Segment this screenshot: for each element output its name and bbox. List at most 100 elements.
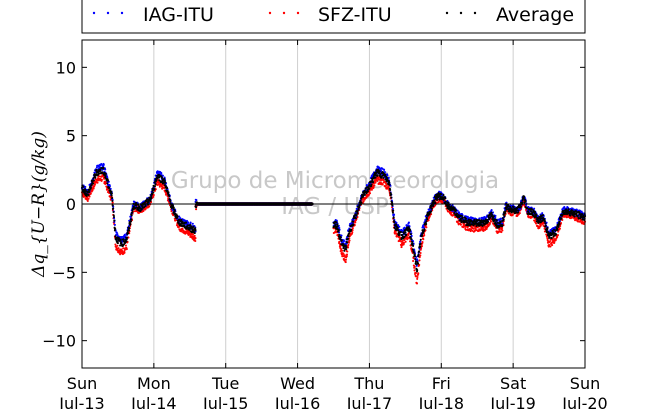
data-point	[128, 227, 131, 230]
data-point	[94, 176, 97, 179]
data-point	[405, 233, 408, 236]
data-point	[419, 254, 422, 257]
data-point	[416, 275, 419, 279]
data-point	[500, 231, 503, 234]
data-point	[381, 183, 384, 186]
data-point	[457, 211, 461, 214]
data-point	[89, 186, 92, 189]
data-point	[415, 282, 419, 285]
data-point	[399, 231, 402, 234]
data-point	[414, 260, 417, 263]
data-point	[114, 235, 117, 238]
data-point	[370, 183, 373, 186]
data-point	[407, 234, 410, 237]
data-point	[119, 239, 122, 242]
data-point	[428, 215, 431, 218]
data-point	[191, 222, 194, 225]
data-point	[475, 224, 478, 228]
data-point	[485, 227, 488, 231]
data-point	[455, 212, 459, 215]
data-point	[167, 191, 170, 194]
data-point	[106, 179, 110, 182]
data-point	[371, 181, 375, 184]
data-point	[344, 261, 347, 264]
data-point	[419, 240, 422, 243]
data-point	[347, 243, 350, 246]
data-point	[183, 224, 186, 227]
data-point	[127, 232, 130, 235]
data-point	[382, 179, 385, 182]
data-point	[114, 227, 117, 230]
data-point	[404, 231, 407, 234]
data-point	[392, 216, 395, 219]
data-point	[430, 207, 433, 210]
data-point	[104, 168, 107, 171]
data-point	[93, 183, 97, 186]
data-point	[416, 269, 419, 272]
data-point	[495, 219, 498, 222]
data-point	[347, 241, 351, 244]
data-point	[115, 238, 118, 241]
data-point	[379, 173, 382, 176]
data-point	[393, 221, 396, 224]
data-point	[378, 170, 381, 173]
data-point	[444, 197, 447, 200]
data-point	[470, 219, 473, 222]
data-point	[416, 277, 419, 280]
data-point	[169, 200, 172, 203]
data-point	[129, 220, 132, 223]
data-point	[488, 222, 491, 225]
watermark: Grupo de Micrometeorologia IAG / USP	[171, 168, 499, 220]
data-point	[504, 210, 507, 213]
data-point	[505, 208, 508, 211]
data-point	[172, 206, 175, 209]
data-point	[486, 220, 490, 223]
data-point	[415, 264, 418, 267]
data-point	[150, 196, 153, 199]
data-point	[418, 259, 421, 262]
data-point	[122, 247, 125, 250]
data-point	[388, 181, 391, 184]
data-point	[350, 232, 354, 235]
data-point	[411, 242, 414, 245]
data-point	[340, 239, 343, 242]
data-point	[414, 272, 417, 275]
data-point	[413, 269, 416, 272]
data-point	[149, 199, 152, 202]
data-point	[155, 178, 158, 182]
data-point	[358, 206, 361, 209]
data-point	[152, 191, 155, 194]
data-point	[414, 258, 417, 261]
data-point	[176, 215, 179, 218]
data-point	[360, 201, 363, 204]
data-point	[450, 205, 453, 208]
data-point	[129, 222, 132, 226]
data-point	[189, 221, 192, 224]
data-point	[421, 241, 424, 244]
data-point	[161, 176, 164, 180]
data-point	[425, 220, 428, 223]
data-point	[464, 217, 467, 220]
data-point	[84, 188, 87, 191]
data-point	[341, 249, 344, 252]
data-point	[383, 171, 386, 174]
data-point	[343, 254, 346, 257]
data-point	[419, 251, 422, 255]
data-point	[392, 209, 395, 212]
data-point	[390, 196, 393, 199]
data-point	[160, 172, 163, 175]
data-point	[187, 221, 190, 224]
data-point	[347, 237, 350, 240]
data-point	[470, 228, 473, 231]
data-point	[422, 226, 425, 229]
data-point	[350, 228, 353, 231]
data-point	[88, 195, 91, 198]
data-point	[173, 209, 176, 212]
data-point	[428, 213, 431, 216]
data-point	[489, 218, 492, 221]
data-point	[389, 193, 393, 196]
data-point	[563, 205, 566, 209]
data-point	[193, 234, 196, 237]
data-point	[462, 219, 465, 222]
data-point	[423, 228, 426, 231]
